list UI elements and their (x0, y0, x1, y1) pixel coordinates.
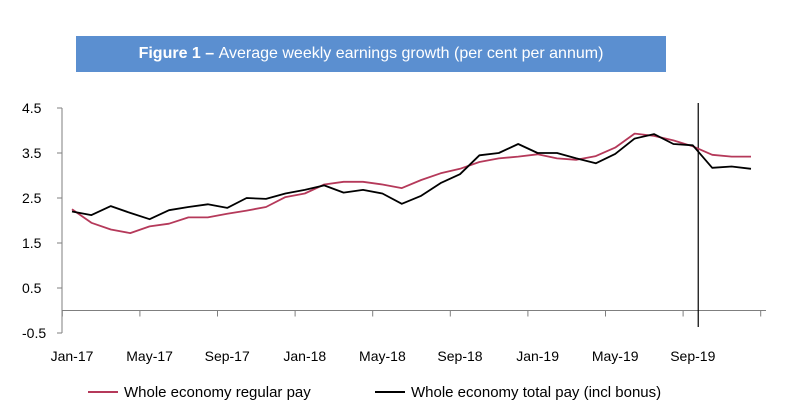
y-tick-label: -0.5 (22, 325, 46, 341)
y-tick-label: 2.5 (22, 190, 42, 206)
x-tick-label: Sep-18 (437, 348, 482, 364)
x-tick-label: May-19 (592, 348, 639, 364)
y-axis-ticks: 4.5 3.5 2.5 1.5 0.5 -0.5 (22, 100, 62, 341)
y-tick-label: 3.5 (22, 145, 42, 161)
x-tick-label: May-17 (126, 348, 173, 364)
x-tick-label: May-18 (359, 348, 406, 364)
chart-title-bold: Figure 1 – (138, 45, 215, 62)
y-tick-label: 1.5 (22, 235, 42, 251)
x-tick-label: Jan-18 (283, 348, 326, 364)
x-tick-label: Sep-17 (205, 348, 250, 364)
y-tick-label: 4.5 (22, 100, 42, 116)
series-line-2 (71, 133, 752, 221)
x-tick-label: Jan-19 (516, 348, 559, 364)
x-tick-label: Sep-19 (670, 348, 715, 364)
legend-label-2: Whole economy total pay (incl bonus) (411, 384, 661, 401)
legend: Whole economy regular pay Whole economy t… (88, 384, 661, 401)
legend-label-1: Whole economy regular pay (124, 384, 311, 401)
chart-title: Figure 1 – Average weekly earnings growt… (76, 36, 666, 72)
x-axis-ticks: Jan-17 May-17 Sep-17 Jan-18 May-18 Sep-18 Jan-… (51, 310, 762, 364)
chart-axes (61, 103, 766, 333)
chart-title-text: Average weekly earnings growth (per cent… (218, 45, 604, 62)
chart-series (71, 132, 752, 235)
series-line-1 (71, 132, 751, 235)
x-tick-label: Jan-17 (51, 348, 94, 364)
y-tick-label: 0.5 (22, 280, 42, 296)
